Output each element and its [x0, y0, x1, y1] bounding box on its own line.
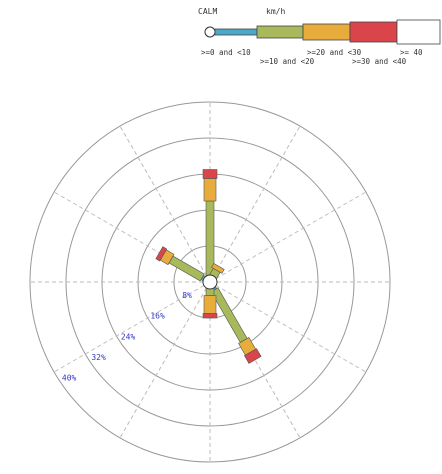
- legend-class-label-4: >= 40: [400, 48, 423, 57]
- petal-150deg: [207, 280, 262, 364]
- legend-swatch-4: [396, 19, 441, 45]
- legend-calm-circle: [204, 26, 216, 38]
- petal-180-segment-3: [202, 313, 218, 319]
- petal-0-segment-3: [202, 169, 218, 179]
- grid-spoke-330: [119, 125, 211, 283]
- legend-class-label-2: >=20 and <30: [307, 48, 362, 57]
- legend-swatch-3: [349, 21, 398, 43]
- tick-label-16: 16%: [150, 312, 165, 321]
- grid-ring-4: [29, 101, 391, 463]
- legend-class-label-3: >=30 and <40: [352, 57, 407, 66]
- legend-calm-label: CALM: [198, 7, 217, 16]
- tick-label-32: 32%: [91, 353, 106, 362]
- legend: CALM km/h >=0 and <10 >=10 and <20>=20 and …: [198, 7, 441, 66]
- legend-class-label-0: >=0 and <10: [201, 48, 251, 57]
- legend-class-label-1: >=10 and <20: [260, 57, 315, 66]
- grid-spoke-30: [209, 125, 301, 283]
- grid-spoke-120: [209, 281, 367, 373]
- petal-150-segment-3: [244, 348, 262, 364]
- wind-petals: [155, 169, 262, 364]
- tick-label-24: 24%: [121, 332, 136, 341]
- legend-swatch-2: [302, 23, 351, 41]
- grid-spoke-60: [209, 191, 367, 283]
- radial-tick-labels: 8% 16% 24% 32% 40%: [62, 291, 192, 383]
- legend-swatch-0: [214, 28, 258, 36]
- petal-30-segment-2: [211, 263, 225, 274]
- calm-center-circle: [202, 274, 218, 290]
- legend-unit-label: km/h: [266, 7, 285, 16]
- legend-swatch-1: [256, 25, 304, 39]
- petal-300-segment-3: [155, 246, 168, 262]
- petal-180-segment-2: [203, 295, 217, 314]
- tick-label-40: 40%: [62, 374, 77, 383]
- grid-spoke-210: [119, 281, 211, 439]
- petal-0-segment-2: [203, 178, 217, 202]
- grid-spoke-240: [53, 281, 211, 373]
- tick-label-8: 8%: [182, 291, 192, 300]
